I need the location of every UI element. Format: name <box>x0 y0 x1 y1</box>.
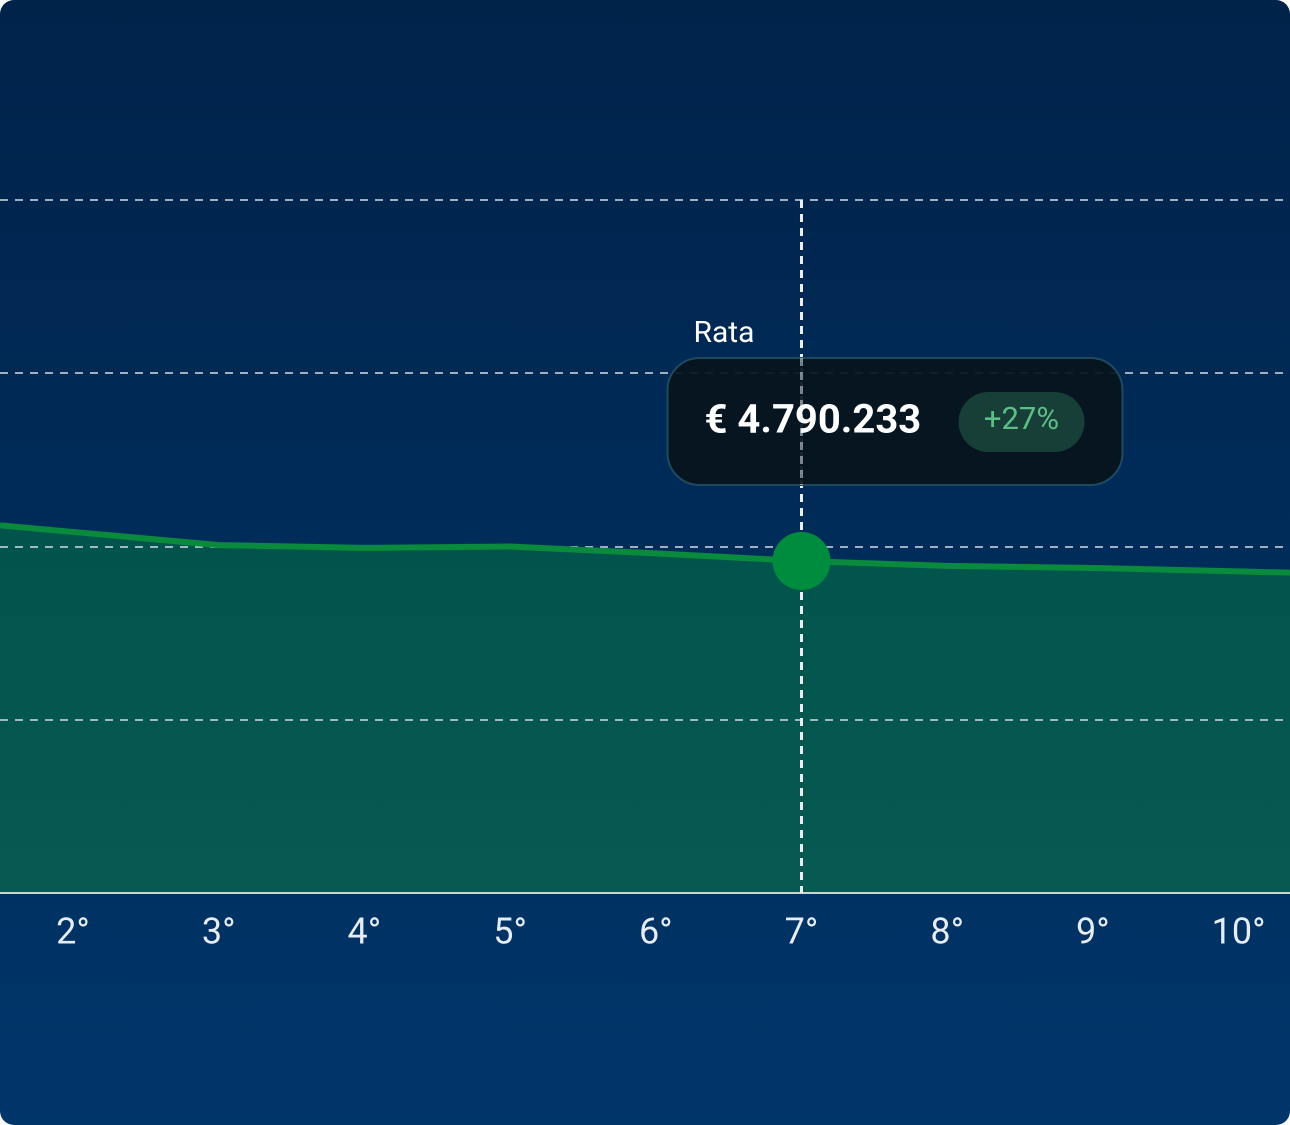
line <box>0 522 1290 576</box>
tooltip-label: Rata <box>694 315 755 350</box>
point <box>772 532 831 591</box>
x-tick-label: 6° <box>639 911 673 953</box>
tooltip-value: € 4.790.233 <box>705 396 922 443</box>
x-tick-label: 5° <box>493 911 527 953</box>
x-tick-label: 4° <box>348 911 382 953</box>
x-tick-label: 10° <box>1212 911 1266 953</box>
area <box>0 525 1290 893</box>
x-tick-label: 7° <box>785 911 819 953</box>
x-tick-label: 9° <box>1076 911 1110 953</box>
x-tick-label: 8° <box>930 911 964 953</box>
change-pill <box>958 392 1085 452</box>
tooltip <box>666 357 1124 486</box>
change-label: +27% <box>984 400 1059 437</box>
x-tick-label: 2° <box>56 911 90 953</box>
x-tick-label: 3° <box>202 911 236 953</box>
